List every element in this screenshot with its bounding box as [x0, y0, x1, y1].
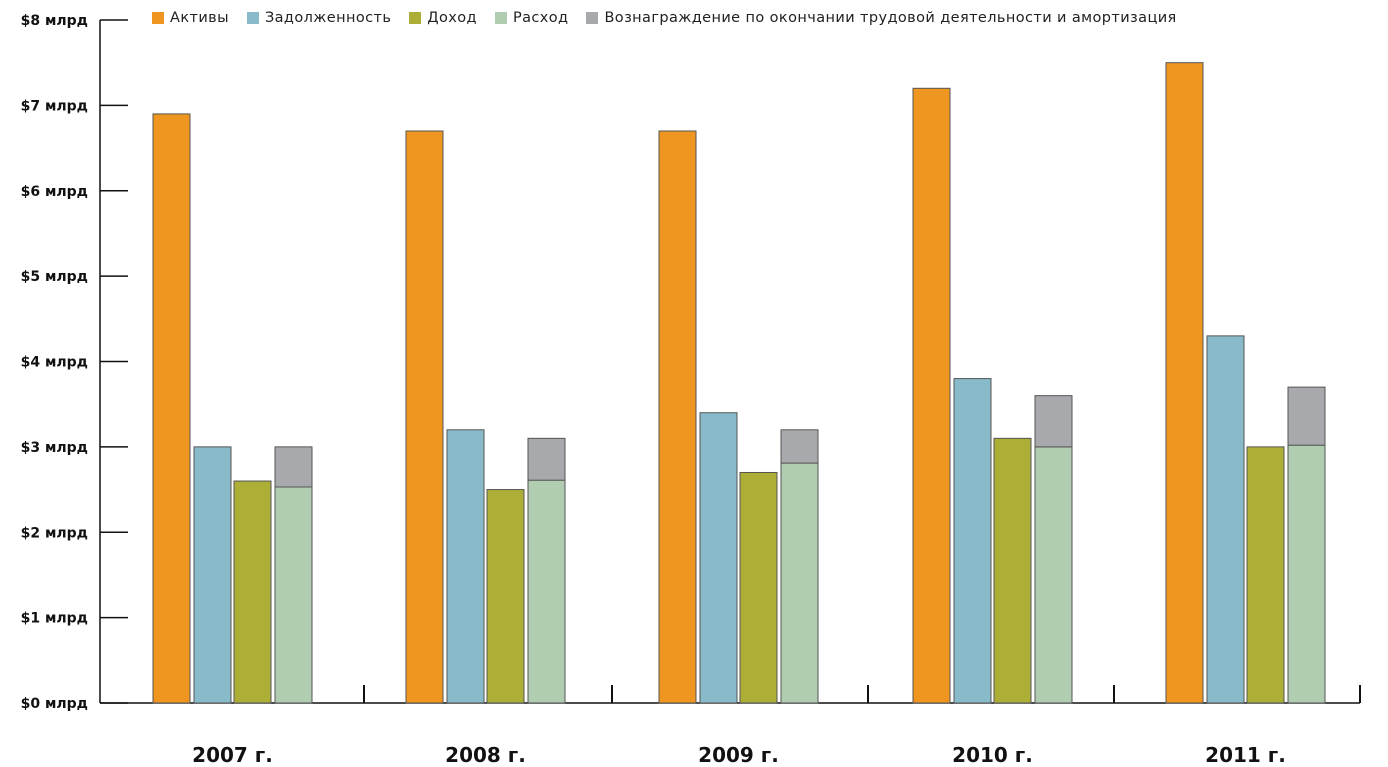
- legend-label-assets: Активы: [170, 10, 229, 26]
- legend-swatch-income: [409, 12, 422, 24]
- x-category-label: 2011 г.: [1205, 743, 1286, 767]
- bar-income: [993, 437, 1032, 704]
- bar-expense: [780, 462, 819, 704]
- bar-liabilities: [953, 378, 992, 704]
- bar-income: [739, 471, 778, 704]
- bar-retirement: [274, 446, 313, 488]
- bar-liabilities: [699, 412, 738, 704]
- legend-item-expense: Расход: [494, 10, 569, 26]
- legend-label-income: Доход: [427, 10, 477, 26]
- x-category-label: 2007 г.: [192, 743, 273, 767]
- y-tick-label: $2 млрд: [21, 525, 88, 541]
- legend-swatch-retirement: [586, 12, 599, 24]
- legend-label-liabilities: Задолженность: [264, 10, 392, 26]
- y-tick-label: $0 млрд: [21, 696, 88, 712]
- y-tick-label: $8 млрд: [21, 13, 88, 29]
- bar-assets: [152, 113, 191, 704]
- legend-item-retirement: Вознаграждение по окончании трудовой дея…: [586, 10, 1176, 26]
- bar-retirement: [1034, 395, 1073, 448]
- legend-item-liabilities: Задолженность: [246, 10, 392, 26]
- legend-label-retirement: Вознаграждение по окончании трудовой дея…: [604, 10, 1177, 26]
- x-category-label: 2008 г.: [445, 743, 526, 767]
- bar-assets: [405, 130, 444, 704]
- y-tick-label: $4 млрд: [21, 355, 88, 371]
- bar-retirement: [527, 437, 566, 481]
- legend-swatch-assets: [152, 12, 164, 24]
- bar-retirement: [780, 429, 819, 464]
- legend-item-income: Доход: [409, 10, 477, 26]
- bar-assets: [912, 87, 951, 704]
- y-tick-label: $6 млрд: [21, 184, 88, 200]
- bar-expense: [1034, 446, 1073, 704]
- chart-legend: Активы Задолженность Доход Расход Вознаг…: [152, 10, 1177, 26]
- y-tick-label: $3 млрд: [21, 440, 88, 456]
- bar-liabilities: [193, 446, 232, 704]
- bar-income: [233, 480, 272, 704]
- y-tick-label: $5 млрд: [21, 269, 88, 285]
- bar-liabilities: [446, 429, 485, 704]
- legend-swatch-liabilities: [246, 12, 259, 24]
- bar-income: [486, 489, 525, 704]
- legend-item-assets: Активы: [152, 10, 229, 26]
- legend-swatch-expense: [494, 12, 507, 24]
- legend-label-expense: Расход: [512, 10, 569, 26]
- bar-assets: [1165, 62, 1204, 704]
- y-tick-label: $1 млрд: [21, 611, 88, 627]
- x-category-label: 2009 г.: [698, 743, 779, 767]
- bar-expense: [527, 479, 566, 704]
- bar-income: [1246, 446, 1285, 704]
- bar-expense: [274, 486, 313, 704]
- bar-assets: [658, 130, 697, 704]
- x-category-label: 2010 г.: [952, 743, 1033, 767]
- bar-liabilities: [1206, 335, 1245, 704]
- bar-expense: [1287, 444, 1326, 704]
- y-tick-label: $7 млрд: [21, 98, 88, 114]
- bar-retirement: [1287, 386, 1326, 446]
